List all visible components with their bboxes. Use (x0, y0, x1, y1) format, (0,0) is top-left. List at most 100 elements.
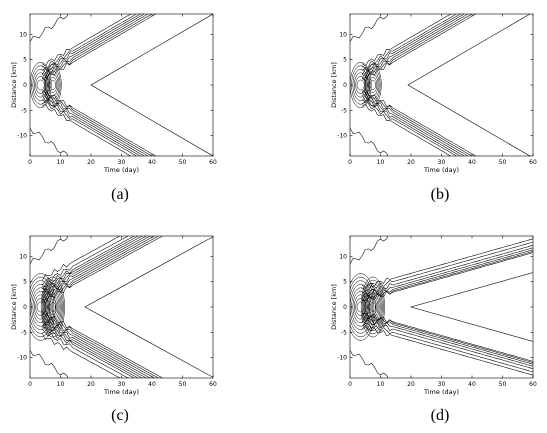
x-tick-label: 30 (438, 381, 446, 388)
contour-source-ring (45, 289, 61, 325)
x-tick-label: 30 (118, 159, 126, 166)
contour-lines (350, 236, 533, 378)
y-tick-label: 10 (19, 253, 27, 260)
y-tick-label: -10 (337, 133, 347, 140)
contour-panel-d: 0 10 20 30 40 50 60 -10 -5 0 5 10 Time (day) Distance… (320, 222, 547, 422)
y-axis-label: Distance [km] (330, 284, 338, 330)
contour-source-ring (366, 292, 380, 322)
contour-source-ring (34, 294, 48, 320)
x-tick-label: 0 (348, 159, 352, 166)
contour-front-lower (42, 321, 147, 378)
contour-front-lower (42, 313, 160, 378)
y-tick-label: -10 (17, 133, 27, 140)
contour-front-upper (41, 14, 149, 79)
contour-front-upper (42, 14, 138, 69)
contour-front-upper (42, 236, 164, 304)
contour-source-ring (32, 69, 49, 101)
contour-front-lower (42, 327, 135, 378)
contour-source-ring (356, 79, 365, 91)
x-tick-label: 10 (377, 159, 385, 166)
contour-lines (30, 236, 213, 378)
contour-outer-v (409, 272, 533, 342)
y-tick-label: 5 (343, 57, 347, 64)
contour-source-ring (42, 279, 64, 335)
contour-front-lower (362, 313, 533, 363)
contour-plot-c: 0 10 20 30 40 50 60 -10 -5 0 5 10 Time (day) Distance… (10, 235, 217, 396)
contour-source-ring (43, 283, 63, 331)
contour-front-lower (361, 91, 469, 156)
contour-front-upper (361, 14, 465, 76)
contour-front-upper (362, 14, 473, 79)
contour-source-ring (352, 291, 369, 323)
contour-source-ring (44, 286, 62, 328)
x-tick-label: 20 (407, 159, 415, 166)
contour-source-ring (49, 302, 57, 312)
caption-a: (a) (111, 186, 129, 203)
contour-edge-upper (30, 236, 69, 265)
plot-frame (349, 13, 534, 157)
contour-front-upper (41, 14, 145, 76)
plot-frame (29, 13, 214, 157)
contour-source-ring (44, 64, 62, 106)
contour-edge-upper (30, 14, 69, 43)
contour-source-ring (369, 80, 377, 90)
contour-front-upper (42, 14, 157, 82)
y-axis-label: Distance [km] (330, 62, 338, 108)
x-tick-label: 50 (179, 159, 187, 166)
y-tick-label: 5 (23, 279, 27, 286)
contour-source-ring (45, 67, 61, 103)
contour-source-ring (48, 76, 58, 94)
contour-source-ring (352, 69, 369, 101)
contour-lines (350, 14, 531, 156)
contour-front-lower (42, 101, 138, 156)
contour-outer-v (90, 14, 213, 156)
contour-front-upper (41, 236, 121, 281)
contour-front-lower (362, 310, 533, 362)
contour-source-ring (365, 67, 381, 103)
y-axis-label: Distance [km] (10, 62, 18, 108)
contour-front-lower (41, 333, 121, 378)
contour-front-upper (42, 236, 160, 301)
contour-front-upper (41, 236, 155, 301)
contour-source-ring (363, 283, 383, 331)
y-tick-label: 10 (339, 253, 347, 260)
contour-source-ring (46, 70, 60, 100)
contour-front-upper (42, 14, 153, 79)
contour-source-ring (30, 283, 52, 331)
contour-edge-upper (350, 236, 389, 265)
contour-source-ring (49, 80, 57, 90)
contour-source-ring (368, 76, 378, 94)
contour-front-upper (42, 236, 147, 293)
contour-edge-lower (350, 127, 389, 156)
x-axis-label: Time (day) (103, 166, 139, 174)
x-axis-label: Time (day) (423, 166, 459, 174)
contour-front-upper (42, 236, 135, 287)
contour-source-ring (32, 291, 49, 323)
contour-source-ring (354, 294, 368, 320)
caption-b: (b) (430, 186, 450, 203)
x-tick-label: 0 (28, 381, 32, 388)
contour-front-lower (361, 94, 465, 156)
x-tick-label: 20 (87, 159, 95, 166)
contour-source-ring (30, 61, 52, 109)
contour-panel-c: 0 10 20 30 40 50 60 -10 -5 0 5 10 Time (day) Distance… (0, 222, 250, 422)
x-tick-label: 40 (148, 381, 156, 388)
contour-front-lower (362, 88, 477, 156)
contour-front-upper (41, 236, 151, 298)
x-tick-label: 30 (118, 381, 126, 388)
contour-source-ring (30, 273, 56, 341)
y-tick-label: -5 (341, 329, 347, 336)
contour-plot-d: 0 10 20 30 40 50 60 -10 -5 0 5 10 Time (day) Distance… (330, 235, 537, 396)
y-tick-label: 0 (343, 304, 347, 311)
x-tick-label: 30 (438, 159, 446, 166)
x-tick-label: 50 (499, 381, 507, 388)
y-tick-label: 0 (343, 82, 347, 89)
contour-front-lower (42, 324, 139, 378)
contour-source-ring (362, 279, 384, 335)
contour-source-ring (47, 73, 59, 97)
contour-plot-a: 0 10 20 30 40 50 60 -10 -5 0 5 10 Time (day) Distance… (10, 13, 217, 174)
contour-front-upper (362, 14, 458, 69)
y-tick-label: 0 (23, 82, 27, 89)
contour-edge-lower (30, 127, 69, 156)
y-tick-label: 10 (19, 31, 27, 38)
